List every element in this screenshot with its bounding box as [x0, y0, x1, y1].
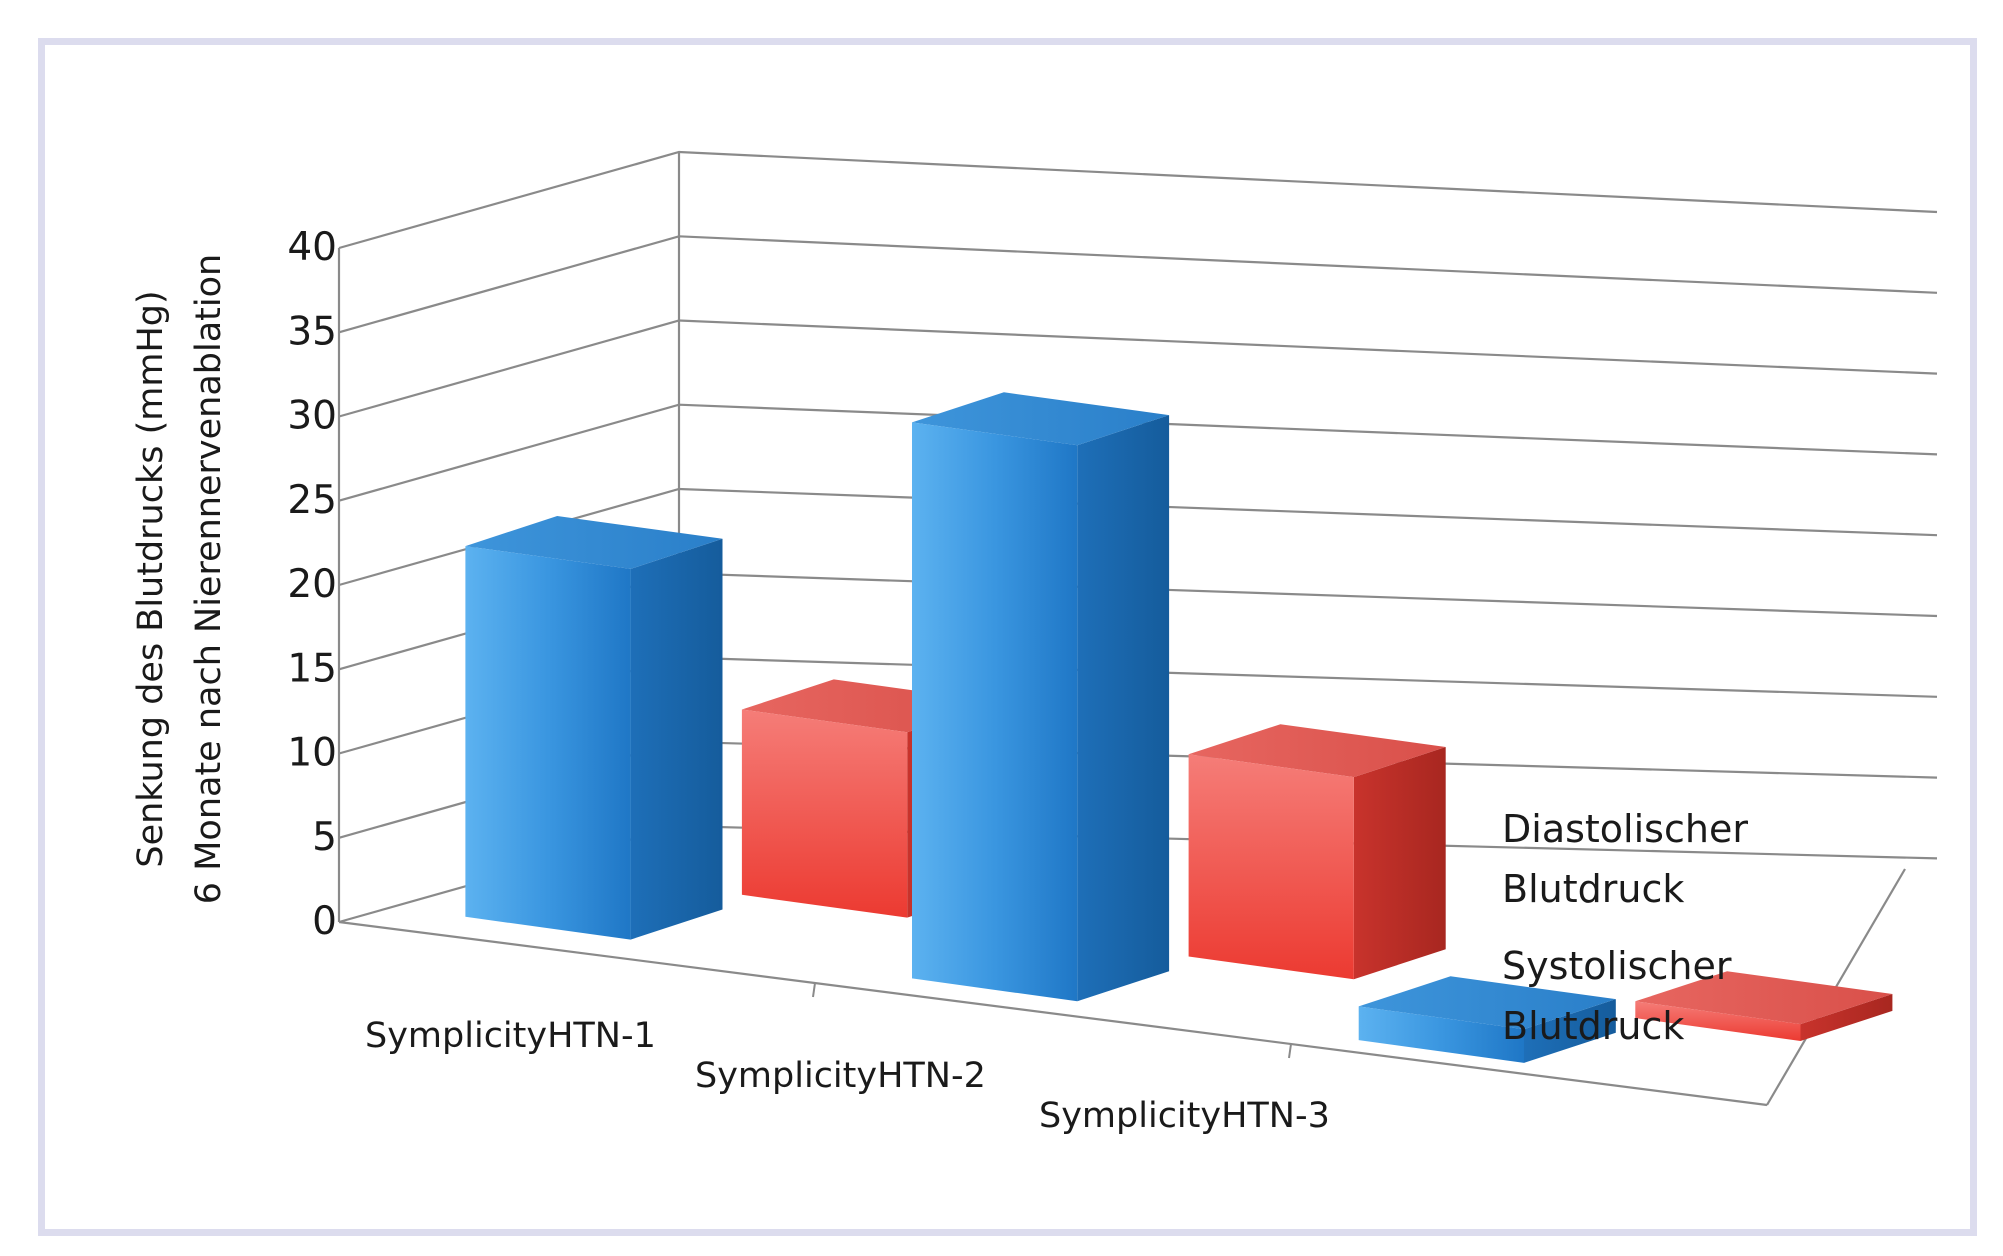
legend-systolic-line2: Blutdruck [1502, 1004, 1684, 1048]
bar-diastolic-3-top [1635, 971, 1893, 1025]
y-tick-label: 5 [312, 815, 337, 860]
y-axis-title-line2: 6 Monate nach Nierennervenablation [189, 254, 229, 904]
category-label: SymplicityHTN-3 [1039, 1096, 1330, 1136]
gridline [338, 319, 1938, 418]
bar-diastolic-2-side [1353, 747, 1446, 980]
bar-systolic-1-top [465, 516, 723, 569]
y-tick-label: 35 [287, 309, 337, 354]
chart-frame: 0 5 10 15 20 25 30 35 40 Senkung des Blutdrucks (… [38, 38, 1977, 1236]
y-tick-label: 25 [287, 478, 337, 523]
bar-diastolic-2-top [1188, 724, 1446, 778]
bar-diastolic-2 [1188, 724, 1446, 980]
bar-diastolic-2-front [1188, 754, 1354, 980]
bars [465, 392, 1893, 1063]
legend-systolic-line1: Systolischer [1502, 944, 1732, 988]
bar-systolic-1-front [465, 546, 631, 940]
legend-diastolic-line2: Blutdruck [1502, 867, 1684, 911]
bar-diastolic-3 [1635, 971, 1893, 1041]
category-tick [1288, 1043, 1292, 1059]
y-tick-label: 10 [287, 731, 337, 776]
bar-systolic-2 [912, 392, 1170, 1002]
category-tick [812, 982, 816, 998]
y-tick-label: 30 [287, 394, 337, 439]
bar-diastolic-1-front [741, 709, 908, 918]
bar-systolic-3-front [1358, 1006, 1524, 1063]
category-label: SymplicityHTN-2 [695, 1056, 986, 1096]
legend-diastolic-line1: Diastolischer [1502, 807, 1748, 851]
bar-diastolic-3-side [1800, 994, 1893, 1041]
floor-front-edge [338, 920, 1768, 1107]
bar-systolic-2-front [912, 422, 1078, 1002]
gridline [338, 235, 1938, 334]
y-axis-title-line1: Senkung des Blutdrucks (mmHg) [131, 290, 171, 867]
y-tick-label: 20 [287, 562, 337, 607]
bar-systolic-3-side [1524, 999, 1616, 1063]
bar-diastolic-3-front [1635, 1001, 1801, 1041]
bar-systolic-1 [465, 516, 723, 940]
bar-systolic-1-side [630, 538, 723, 940]
bar-systolic-2-side [1077, 415, 1170, 1002]
labels: 0 5 10 15 20 25 30 35 40 Senkung des Blutdrucks (… [131, 225, 1748, 1136]
category-label: SymplicityHTN-1 [365, 1016, 656, 1056]
bar-systolic-2-top [912, 392, 1170, 446]
y-tick-label: 15 [287, 646, 337, 691]
gridline [338, 150, 1938, 250]
bar-systolic-3-top [1358, 976, 1616, 1030]
y-tick-label: 0 [312, 899, 337, 944]
y-tick-label: 40 [287, 225, 337, 270]
bar-chart: 0 5 10 15 20 25 30 35 40 Senkung des Blutdrucks (… [131, 150, 1938, 1136]
bar-systolic-3 [1358, 976, 1616, 1063]
